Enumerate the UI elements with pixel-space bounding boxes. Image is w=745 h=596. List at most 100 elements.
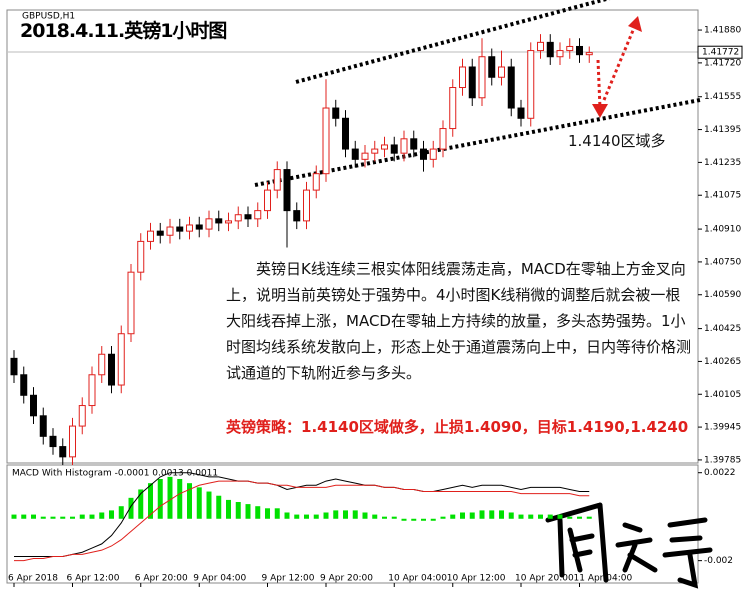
histogram-bar	[274, 508, 280, 519]
candle-body	[488, 56, 496, 78]
y-tick-label: 1.41075	[704, 191, 741, 201]
candle-body	[186, 224, 193, 232]
histogram-bar	[294, 514, 300, 519]
y-tick-label: 0.0022	[704, 468, 736, 478]
histogram-bar	[421, 518, 426, 521]
x-tick-label: 6 Apr 2018	[8, 574, 58, 584]
candle-body	[283, 169, 291, 212]
candle-body	[10, 357, 18, 376]
arrow-down	[596, 59, 602, 109]
candle-body	[303, 189, 310, 222]
title: 2018.4.11.英镑1小时图	[20, 20, 227, 42]
histogram-bar	[89, 514, 95, 519]
histogram-bar	[538, 514, 543, 519]
candle-body	[273, 169, 281, 191]
y-tick-label: 1.40425	[704, 324, 741, 334]
histogram-bar	[216, 495, 222, 519]
candle-body	[166, 226, 174, 236]
x-tick-label: 10 Apr 04:00	[388, 574, 447, 584]
candle-body	[507, 66, 515, 109]
analysis-text: 英镑日K线连续三根实体阳线震荡走高，MACD在零轴上方金叉向上，说明当前英镑处于…	[226, 260, 692, 382]
histogram-bar	[411, 518, 417, 521]
histogram-bar	[11, 514, 17, 519]
x-tick-label: 10 Apr 12:00	[447, 574, 506, 584]
candle-body	[78, 405, 86, 427]
histogram-bar	[157, 478, 163, 519]
histogram-bar	[372, 514, 378, 519]
histogram-bar	[148, 483, 153, 519]
x-tick-label: 11 Apr 04:00	[574, 574, 633, 584]
histogram-bar	[333, 510, 339, 519]
histogram-bar	[508, 512, 514, 519]
x-tick-label: 9 Apr 12:00	[262, 574, 315, 584]
histogram-bar	[557, 514, 563, 519]
histogram-bar	[60, 516, 66, 519]
x-tick-label: 9 Apr 04:00	[193, 574, 246, 584]
histogram-bar	[362, 512, 368, 519]
candle-body	[98, 353, 106, 376]
candle-body	[254, 210, 262, 220]
strategy-text: 英镑策略：1.4140区域做多，止损1.4090，目标1.4190,1.4240	[226, 418, 689, 436]
candle-body	[244, 214, 252, 220]
histogram-bar	[499, 510, 504, 519]
candle-body	[293, 210, 301, 222]
candle-body	[517, 107, 525, 119]
signature	[545, 502, 713, 589]
histogram-bar	[528, 514, 534, 519]
candle-body	[215, 218, 223, 224]
candle-body	[478, 56, 486, 99]
y-tick-label: -0.002	[704, 556, 733, 566]
histogram-bar	[518, 514, 524, 519]
candle-body	[332, 107, 340, 119]
histogram-bar	[109, 510, 114, 519]
candle-body	[59, 446, 67, 458]
histogram-bar	[255, 506, 261, 519]
histogram-bar	[567, 516, 573, 519]
candle-body	[381, 144, 388, 150]
candle-body	[20, 374, 28, 396]
y-tick-label: 1.41395	[704, 125, 741, 135]
candle-body	[108, 353, 115, 386]
histogram-bar	[50, 516, 56, 519]
y-tick-label: 1.40265	[704, 357, 741, 367]
candle-body	[468, 66, 476, 99]
candle-body	[410, 138, 418, 150]
trendline-upper	[295, 0, 611, 84]
histogram-bar	[128, 497, 134, 519]
candle-body	[195, 224, 203, 230]
candle-body	[88, 374, 96, 407]
histogram-bar	[382, 516, 387, 519]
histogram-bar	[469, 512, 475, 519]
histogram-bar	[138, 489, 144, 519]
candle-body	[234, 214, 242, 222]
candle-body	[30, 394, 37, 417]
candle-body	[390, 144, 398, 154]
y-tick-label: 1.41720	[704, 58, 741, 68]
candle-body	[449, 87, 457, 130]
histogram-bar	[118, 506, 124, 519]
histogram-bar	[313, 514, 319, 519]
candle-body	[351, 148, 359, 160]
candle-body	[546, 41, 554, 58]
y-tick-label: 1.41880	[704, 26, 741, 36]
arrow-head	[628, 16, 642, 32]
histogram-bar	[177, 478, 183, 519]
price-label: 1.41772	[702, 48, 739, 58]
candle-body	[49, 435, 57, 448]
histogram-bar	[479, 510, 485, 519]
candle-body	[39, 415, 47, 437]
price-box	[697, 45, 743, 59]
candle-body	[527, 50, 535, 119]
candle-body	[69, 425, 76, 458]
macd-title: MACD With Histogram -0.0001 0.0013 0.001…	[12, 469, 218, 479]
macd-frame	[6, 464, 699, 584]
histogram-bar	[40, 516, 46, 519]
histogram-bar	[577, 516, 582, 519]
candle-body	[439, 128, 447, 150]
candle-body	[225, 220, 232, 224]
x-tick-label: 10 Apr 20:00	[515, 574, 574, 584]
x-tick-label: 9 Apr 20:00	[320, 574, 373, 584]
y-tick-label: 1.40105	[704, 390, 741, 400]
